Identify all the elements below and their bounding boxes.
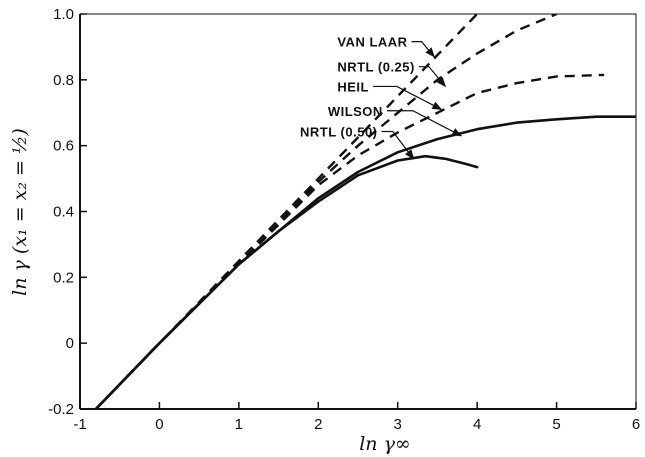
y-tick-label: 0.8: [53, 72, 74, 89]
series-label-van-laar: VAN LAAR: [337, 35, 407, 50]
x-tick-label: 5: [552, 416, 560, 433]
x-tick-label: 4: [473, 416, 481, 433]
x-tick-label: 0: [155, 416, 163, 433]
leader-arrow-heil: [372, 85, 443, 110]
x-tick-label: 6: [632, 416, 640, 433]
y-tick-label: 0: [66, 335, 74, 352]
x-tick-label: 1: [235, 416, 243, 433]
y-tick-label: 0.6: [53, 138, 74, 155]
ticks: -1 0 1 2 3 4 5 6 -0.2 0 0.2 0.4 0.6 0.8 1.0: [48, 6, 640, 433]
x-axis-title: ln γ∞: [359, 433, 411, 455]
series-layer: [94, 14, 636, 409]
leader-arrow-nrtl-0-25: [418, 66, 447, 88]
y-tick-label: 0.2: [53, 269, 74, 286]
series-label-heil: HEIL: [337, 79, 369, 94]
y-tick-label: -0.2: [48, 401, 74, 418]
series-line-wilson: [94, 115, 636, 409]
y-tick-label: 0.4: [53, 204, 74, 221]
leader-arrow-nrtl-0-50: [381, 130, 415, 160]
leader-arrow-wilson: [386, 110, 463, 137]
series-label-wilson: WILSON: [328, 104, 383, 119]
x-tick-label: 2: [314, 416, 322, 433]
y-tick-label: 1.0: [53, 6, 74, 23]
y-axis-title: ln γ (x₁ = x₂ = ½): [9, 128, 31, 296]
annotations: VAN LAAR NRTL (0.25) HEIL WILSON NRTL (0.50): [300, 35, 463, 160]
series-label-nrtl-0-50: NRTL (0.50): [300, 125, 378, 140]
x-tick-label: -1: [73, 416, 86, 433]
x-tick-label: 3: [394, 416, 402, 433]
series-line-nrtl-0-25: [94, 14, 558, 409]
series-line-nrtl-0-50: [94, 154, 479, 409]
series-label-nrtl-0-25: NRTL (0.25): [337, 60, 415, 75]
leader-arrow-van-laar: [411, 41, 435, 58]
